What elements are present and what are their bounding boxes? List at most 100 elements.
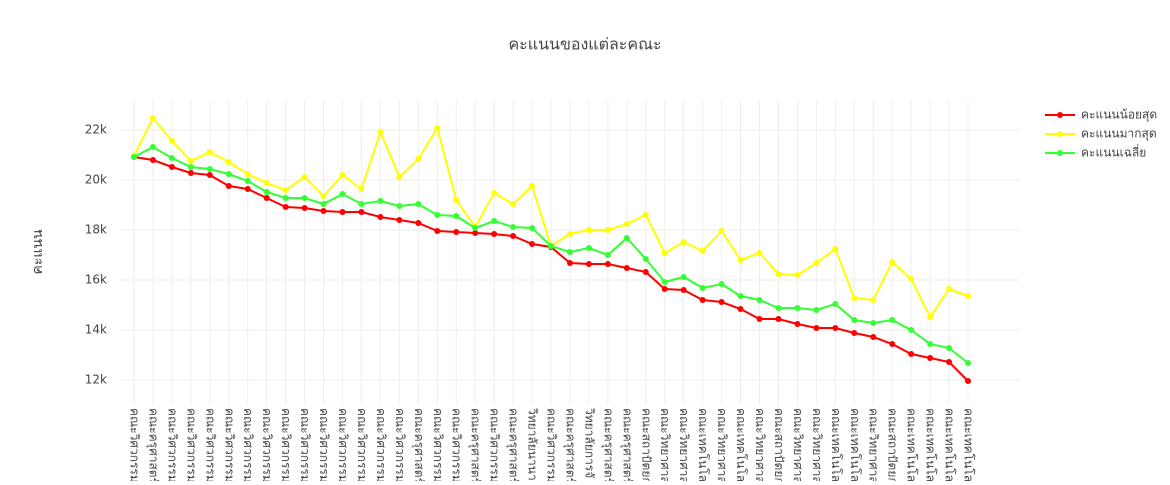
- y-tick-label: 14k: [85, 323, 107, 337]
- point: [510, 224, 517, 230]
- x-tick-label: คณะสถาปัตยก: [886, 408, 900, 481]
- point: [737, 293, 744, 299]
- point: [604, 252, 611, 258]
- point: [908, 327, 915, 333]
- point: [699, 285, 706, 291]
- point: [244, 171, 251, 177]
- point: [131, 154, 137, 160]
- point: [680, 287, 687, 293]
- point: [282, 187, 289, 193]
- x-tick-label: คณะวิทยาศาสต: [715, 408, 729, 481]
- point: [377, 129, 384, 135]
- x-tick-label: วิทยาลัยการจั: [582, 408, 596, 479]
- point: [870, 320, 877, 326]
- point: [491, 190, 498, 196]
- point: [358, 186, 365, 192]
- x-tick-label: คณะวิศวกรรมศ: [184, 408, 198, 481]
- point: [415, 220, 422, 226]
- point: [566, 260, 573, 266]
- x-tick-label: คณะวิศวกรรมศ: [260, 408, 274, 481]
- legend-marker: [1057, 131, 1063, 137]
- point: [908, 276, 915, 282]
- x-tick-label: คณะเทคโนโลยี: [943, 408, 957, 481]
- point: [529, 183, 536, 189]
- point: [813, 325, 820, 331]
- point: [680, 274, 687, 280]
- point: [358, 209, 365, 215]
- x-tick-label: คณะวิศวกรรมศ: [222, 408, 236, 481]
- point: [642, 256, 649, 262]
- point: [946, 359, 953, 365]
- point: [661, 279, 668, 285]
- point: [946, 345, 953, 351]
- point: [491, 231, 498, 237]
- point: [225, 159, 232, 165]
- point: [756, 316, 763, 322]
- point: [737, 306, 744, 312]
- x-tick-label: คณะวิทยาศาสต: [867, 408, 881, 481]
- y-tick-label: 20k: [85, 173, 107, 187]
- point: [965, 293, 971, 299]
- x-tick-label: คณะวิทยาศาสต: [677, 408, 691, 481]
- point: [149, 115, 156, 121]
- point: [168, 155, 175, 161]
- point: [548, 243, 554, 249]
- point: [870, 297, 877, 303]
- x-tick-label: คณะวิทยาศาสต: [791, 408, 805, 481]
- point: [851, 295, 858, 301]
- point: [263, 189, 270, 195]
- point: [623, 235, 630, 241]
- point: [566, 249, 573, 255]
- x-tick-label: คณะวิทยาศาสต: [810, 408, 824, 481]
- point: [927, 314, 934, 320]
- point: [282, 195, 289, 201]
- point: [832, 301, 839, 307]
- point: [263, 180, 270, 186]
- point: [623, 221, 630, 227]
- point: [453, 229, 460, 235]
- point: [320, 208, 327, 214]
- x-tick-label: คณะครุศาสตร์อ: [506, 408, 521, 481]
- x-tick-label: คณะครุศาสตร์อ: [562, 408, 577, 481]
- x-tick-label: คณะครุศาสตร์อ: [411, 408, 426, 481]
- point: [604, 261, 611, 267]
- point: [832, 325, 839, 331]
- x-tick-label: คณะวิศวกรรมศ: [203, 408, 217, 481]
- point: [661, 286, 668, 292]
- point: [396, 203, 403, 209]
- x-tick-label: คณะเทคโนโลยี: [905, 408, 919, 481]
- point: [510, 233, 517, 239]
- point: [965, 378, 971, 384]
- point: [339, 209, 346, 215]
- point: [244, 178, 251, 184]
- point: [510, 201, 517, 207]
- point: [529, 241, 536, 247]
- x-tick-label: คณะวิศวกรรมศ: [317, 408, 331, 481]
- point: [320, 193, 327, 199]
- point: [149, 157, 156, 163]
- point: [320, 201, 327, 207]
- point: [585, 245, 592, 251]
- point: [206, 166, 213, 172]
- point: [377, 214, 384, 220]
- legend-label: คะแนนน้อยสุด: [1081, 108, 1157, 123]
- point: [870, 334, 877, 340]
- point: [434, 212, 441, 218]
- point: [453, 197, 460, 203]
- point: [529, 225, 536, 231]
- x-tick-label: คณะครุศาสตร์อ: [468, 408, 483, 481]
- point: [396, 174, 403, 180]
- point: [472, 230, 479, 236]
- x-tick-label: คณะครุศาสตร์อ: [600, 408, 615, 481]
- y-tick-label: 16k: [85, 273, 107, 287]
- point: [225, 183, 232, 189]
- point: [908, 351, 915, 357]
- point: [775, 316, 782, 322]
- point: [358, 201, 365, 207]
- x-tick-label: คณะวิศวกรรมศ: [545, 408, 559, 481]
- point: [301, 205, 308, 211]
- point: [434, 228, 441, 234]
- x-tick-label: คณะวิศวกรรมศ: [374, 408, 388, 481]
- point: [206, 149, 213, 155]
